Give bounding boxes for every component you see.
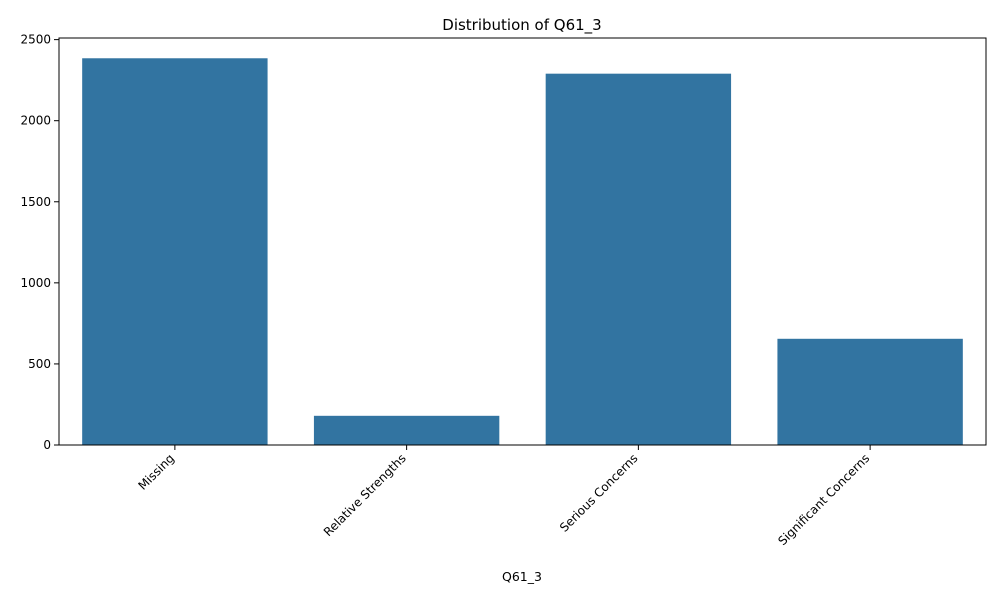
y-tick-label: 2500 [20,33,51,47]
x-axis: Missing Relative Strengths Serious Concern… [135,445,872,548]
bar-serious-concerns [545,73,732,445]
x-tick-label: Significant Concerns [775,451,872,548]
y-tick-label: 1000 [20,276,51,290]
y-tick-label: 1500 [20,195,51,209]
x-axis-label: Q61_3 [502,569,542,584]
chart-title: Distribution of Q61_3 [442,16,601,35]
plot-frame [58,37,987,446]
y-tick-label: 500 [28,357,51,371]
bar-significant-concerns [777,338,963,445]
x-tick-label: Serious Concerns [557,451,641,535]
bars-layer [82,58,963,446]
bar-missing [82,58,268,446]
y-tick-label: 2000 [20,114,51,128]
x-tick-label: Missing [135,451,177,493]
y-axis: 0 500 1000 1500 2000 2500 [20,33,59,452]
bar-relative-strengths [313,415,500,445]
y-tick-label: 0 [43,438,51,452]
x-tick-label: Relative Strengths [321,451,409,539]
